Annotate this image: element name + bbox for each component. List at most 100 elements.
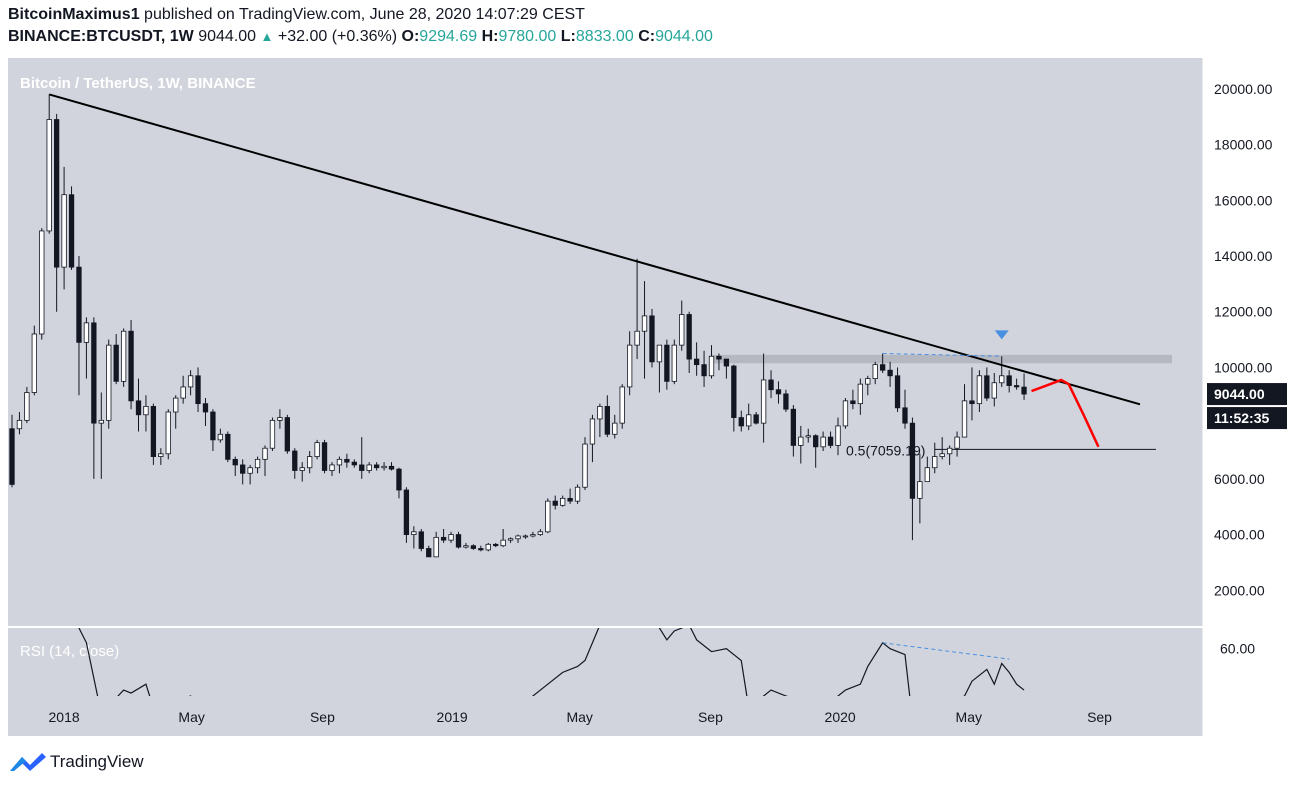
- candle-down[interactable]: [887, 369, 893, 377]
- candle-up[interactable]: [991, 382, 997, 399]
- candle-up[interactable]: [433, 536, 439, 558]
- candle-down[interactable]: [373, 464, 380, 469]
- candle-up[interactable]: [31, 333, 37, 393]
- candle-up[interactable]: [336, 458, 343, 466]
- rsi-divergence-line[interactable]: [882, 642, 1010, 660]
- candle-up[interactable]: [165, 411, 171, 455]
- candle-up[interactable]: [46, 119, 52, 232]
- candle-up[interactable]: [329, 464, 335, 471]
- candle-up[interactable]: [254, 458, 261, 469]
- candle-down[interactable]: [894, 375, 901, 409]
- candle-up[interactable]: [932, 456, 938, 469]
- candle-down[interactable]: [909, 422, 916, 499]
- candle-up[interactable]: [656, 344, 663, 363]
- candle-down[interactable]: [240, 464, 246, 474]
- candle-up[interactable]: [39, 230, 45, 335]
- candle-up[interactable]: [299, 467, 305, 471]
- candle-up[interactable]: [999, 375, 1005, 384]
- candle-down[interactable]: [53, 119, 60, 268]
- candle-up[interactable]: [619, 386, 625, 424]
- candle-up[interactable]: [597, 406, 603, 420]
- candle-down[interactable]: [664, 344, 670, 382]
- candle-up[interactable]: [247, 467, 253, 474]
- candle-down[interactable]: [128, 330, 134, 402]
- candle-up[interactable]: [857, 383, 863, 405]
- candle-up[interactable]: [924, 467, 930, 483]
- candle-down[interactable]: [150, 406, 157, 457]
- candle-up[interactable]: [120, 330, 127, 382]
- candle-down[interactable]: [403, 489, 410, 535]
- candle-down[interactable]: [478, 548, 484, 551]
- candle-up[interactable]: [560, 497, 566, 506]
- candle-up[interactable]: [515, 535, 521, 540]
- candle-down[interactable]: [783, 393, 789, 410]
- candle-down[interactable]: [232, 458, 238, 466]
- candle-down[interactable]: [813, 435, 819, 448]
- candle-up[interactable]: [314, 442, 320, 457]
- candle-down[interactable]: [210, 411, 216, 441]
- candle-down[interactable]: [91, 322, 97, 424]
- candle-down[interactable]: [686, 314, 692, 360]
- candle-down[interactable]: [827, 436, 834, 446]
- candle-up[interactable]: [976, 375, 983, 405]
- candle-up[interactable]: [507, 538, 514, 541]
- candle-down[interactable]: [790, 408, 797, 446]
- candle-down[interactable]: [76, 266, 82, 343]
- tradingview-branding[interactable]: TradingView: [8, 748, 144, 776]
- candle-up[interactable]: [671, 344, 677, 382]
- candle-up[interactable]: [798, 436, 804, 446]
- candle-up[interactable]: [448, 534, 454, 541]
- candle-up[interactable]: [217, 433, 224, 441]
- candle-up[interactable]: [545, 500, 551, 533]
- candle-down[interactable]: [359, 464, 365, 471]
- candle-up[interactable]: [16, 419, 23, 430]
- candle-up[interactable]: [835, 425, 841, 446]
- candle-down[interactable]: [351, 461, 357, 466]
- candle-down[interactable]: [493, 543, 499, 547]
- candle-down[interactable]: [135, 400, 142, 416]
- candle-up[interactable]: [760, 379, 767, 424]
- candle-up[interactable]: [307, 456, 313, 469]
- candle-up[interactable]: [708, 355, 715, 377]
- candle-down[interactable]: [440, 536, 447, 541]
- candle-up[interactable]: [522, 535, 529, 538]
- candle-down[interactable]: [880, 364, 886, 371]
- candle-up[interactable]: [842, 400, 849, 427]
- candle-up[interactable]: [463, 545, 469, 548]
- candle-up[interactable]: [262, 447, 268, 460]
- candle-down[interactable]: [902, 407, 908, 424]
- candle-down[interactable]: [426, 548, 432, 558]
- candle-up[interactable]: [530, 534, 536, 537]
- candle-down[interactable]: [984, 375, 990, 399]
- candle-up[interactable]: [946, 447, 953, 455]
- price-divergence-line[interactable]: [882, 353, 1002, 357]
- candle-up[interactable]: [917, 481, 923, 499]
- candle-up[interactable]: [634, 330, 640, 346]
- candle-down[interactable]: [388, 465, 395, 470]
- candle-up[interactable]: [612, 422, 618, 435]
- candle-down[interactable]: [768, 379, 774, 391]
- candle-up[interactable]: [746, 414, 752, 427]
- candle-down[interactable]: [418, 531, 424, 549]
- candle-down[interactable]: [344, 458, 350, 463]
- descending-trendline[interactable]: [48, 93, 1141, 406]
- candle-down[interactable]: [202, 403, 209, 413]
- candle-down[interactable]: [113, 344, 119, 382]
- candle-down[interactable]: [1006, 375, 1012, 386]
- candle-down[interactable]: [396, 468, 402, 491]
- candle-down[interactable]: [723, 358, 730, 367]
- candle-up[interactable]: [500, 539, 506, 547]
- candle-down[interactable]: [693, 358, 700, 366]
- candle-down[interactable]: [455, 534, 462, 548]
- candle-down[interactable]: [716, 355, 722, 360]
- candle-down[interactable]: [731, 365, 737, 418]
- candle-up[interactable]: [158, 453, 164, 457]
- candle-up[interactable]: [24, 392, 30, 421]
- candle-up[interactable]: [820, 436, 826, 448]
- candle-down[interactable]: [567, 497, 573, 502]
- candle-up[interactable]: [582, 443, 588, 488]
- candle-up[interactable]: [939, 453, 945, 457]
- candle-down[interactable]: [470, 545, 477, 549]
- candle-up[interactable]: [143, 406, 149, 416]
- price-chart[interactable]: 20000.00 18000.00 16000.00 14000.00 12000.00…: [8, 58, 1300, 738]
